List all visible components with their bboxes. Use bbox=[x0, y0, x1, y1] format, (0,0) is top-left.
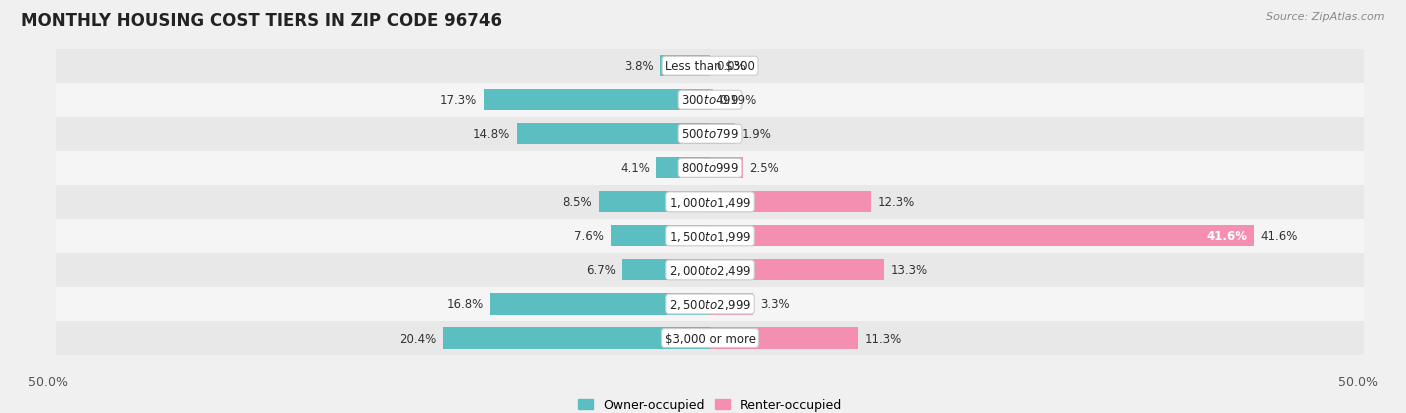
Bar bbox=[56, 185, 1364, 219]
Text: 7.6%: 7.6% bbox=[574, 230, 605, 243]
Text: 0.19%: 0.19% bbox=[718, 94, 756, 107]
Text: $2,000 to $2,499: $2,000 to $2,499 bbox=[669, 263, 751, 277]
Bar bbox=[56, 219, 1364, 253]
Text: 3.3%: 3.3% bbox=[759, 298, 789, 311]
Text: 14.8%: 14.8% bbox=[472, 128, 510, 141]
Bar bbox=[710, 226, 1254, 247]
Bar bbox=[710, 192, 870, 213]
Bar bbox=[610, 226, 710, 247]
Bar bbox=[710, 124, 735, 145]
Bar bbox=[657, 158, 710, 179]
Bar bbox=[710, 90, 713, 111]
Bar bbox=[491, 294, 710, 315]
Bar bbox=[710, 294, 754, 315]
Text: 12.3%: 12.3% bbox=[877, 196, 915, 209]
Bar bbox=[56, 152, 1364, 185]
Text: MONTHLY HOUSING COST TIERS IN ZIP CODE 96746: MONTHLY HOUSING COST TIERS IN ZIP CODE 9… bbox=[21, 12, 502, 30]
Bar bbox=[56, 50, 1364, 83]
Text: 41.6%: 41.6% bbox=[1261, 230, 1298, 243]
Bar bbox=[56, 117, 1364, 152]
Bar bbox=[710, 328, 858, 349]
Text: 13.3%: 13.3% bbox=[890, 264, 928, 277]
Text: 6.7%: 6.7% bbox=[586, 264, 616, 277]
Text: 4.1%: 4.1% bbox=[620, 162, 650, 175]
Bar bbox=[623, 260, 710, 281]
Bar bbox=[56, 83, 1364, 117]
Text: $1,500 to $1,999: $1,500 to $1,999 bbox=[669, 229, 751, 243]
Bar bbox=[443, 328, 710, 349]
Bar bbox=[516, 124, 710, 145]
Bar bbox=[56, 321, 1364, 355]
Text: $2,500 to $2,999: $2,500 to $2,999 bbox=[669, 297, 751, 311]
Text: 8.5%: 8.5% bbox=[562, 196, 592, 209]
Text: $800 to $999: $800 to $999 bbox=[681, 162, 740, 175]
Text: 2.5%: 2.5% bbox=[749, 162, 779, 175]
Text: $300 to $499: $300 to $499 bbox=[681, 94, 740, 107]
Bar bbox=[661, 56, 710, 77]
Bar bbox=[710, 158, 742, 179]
Text: 50.0%: 50.0% bbox=[1339, 375, 1378, 388]
Text: Less than $300: Less than $300 bbox=[665, 60, 755, 73]
Text: 20.4%: 20.4% bbox=[399, 332, 437, 345]
Text: 41.6%: 41.6% bbox=[1206, 230, 1247, 243]
Text: 3.8%: 3.8% bbox=[624, 60, 654, 73]
Text: 0.0%: 0.0% bbox=[717, 60, 747, 73]
Text: $1,000 to $1,499: $1,000 to $1,499 bbox=[669, 195, 751, 209]
Text: $3,000 or more: $3,000 or more bbox=[665, 332, 755, 345]
Text: 17.3%: 17.3% bbox=[440, 94, 477, 107]
Bar bbox=[56, 253, 1364, 287]
Bar bbox=[599, 192, 710, 213]
Text: $500 to $799: $500 to $799 bbox=[681, 128, 740, 141]
Bar bbox=[710, 260, 884, 281]
Text: 1.9%: 1.9% bbox=[741, 128, 772, 141]
Legend: Owner-occupied, Renter-occupied: Owner-occupied, Renter-occupied bbox=[574, 393, 846, 413]
Text: 16.8%: 16.8% bbox=[447, 298, 484, 311]
Bar bbox=[56, 287, 1364, 321]
Text: 11.3%: 11.3% bbox=[865, 332, 901, 345]
Bar bbox=[484, 90, 710, 111]
Text: Source: ZipAtlas.com: Source: ZipAtlas.com bbox=[1267, 12, 1385, 22]
Text: 50.0%: 50.0% bbox=[28, 375, 67, 388]
